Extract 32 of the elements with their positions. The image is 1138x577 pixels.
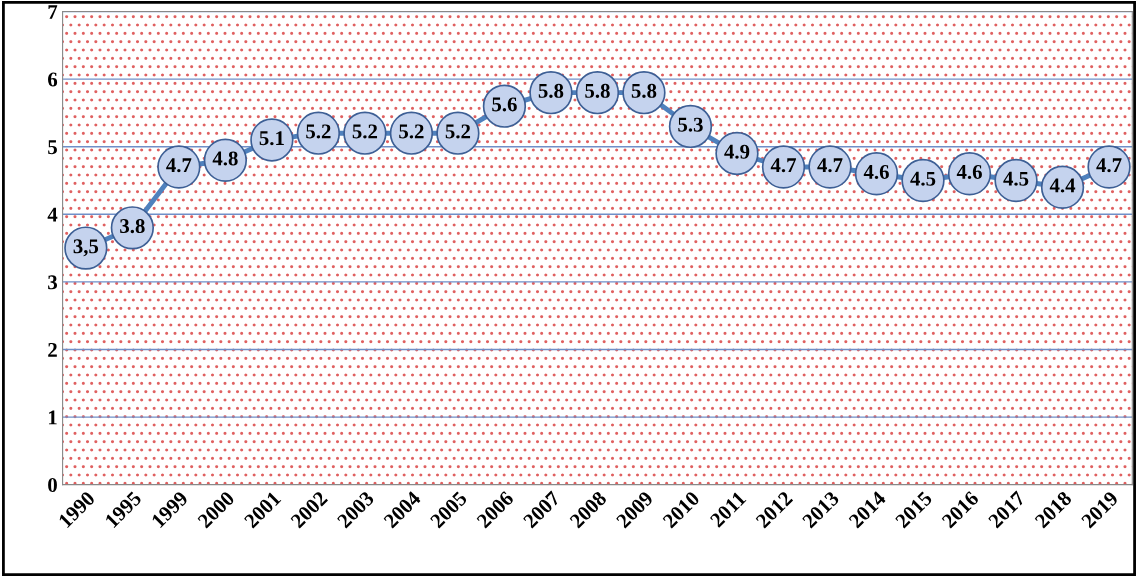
data-label: 4.7 — [166, 158, 192, 173]
data-label: 4.6 — [863, 164, 889, 180]
y-tick-label: 5 — [48, 140, 57, 155]
data-label: 5.8 — [585, 83, 610, 98]
y-tick-label: 1 — [48, 410, 57, 425]
data-label: 5.2 — [445, 124, 471, 139]
y-tick-label: 7 — [48, 5, 58, 19]
y-tick-label: 4 — [47, 207, 58, 222]
data-label: 3.8 — [120, 218, 145, 234]
data-label: 5.6 — [492, 97, 517, 112]
data-label: 5.3 — [678, 117, 703, 132]
data-label: 5.8 — [631, 83, 657, 98]
data-label: 5.2 — [399, 124, 424, 139]
data-label: 5.8 — [538, 83, 564, 98]
data-label: 5.1 — [259, 131, 284, 146]
y-tick-label: 2 — [48, 342, 57, 357]
data-label: 4.5 — [1003, 171, 1029, 186]
data-label: 4.6 — [956, 164, 982, 180]
data-label: 4.9 — [724, 144, 750, 159]
y-tick-label: 3 — [48, 275, 58, 290]
data-label: 4.8 — [212, 151, 238, 166]
x-tick-label: 2011 — [709, 490, 747, 528]
data-label: 5.2 — [306, 124, 331, 139]
data-label: 4.7 — [817, 158, 843, 173]
y-tick-label: 6 — [48, 72, 58, 87]
data-label: 4.5 — [910, 171, 936, 186]
data-label: 4.4 — [1049, 178, 1076, 193]
y-tick-label: 0 — [48, 478, 57, 493]
data-label: 4.7 — [770, 158, 796, 173]
data-label: 5.2 — [352, 124, 378, 139]
data-label: 3,5 — [73, 239, 99, 257]
data-label: 4.7 — [1096, 158, 1122, 173]
